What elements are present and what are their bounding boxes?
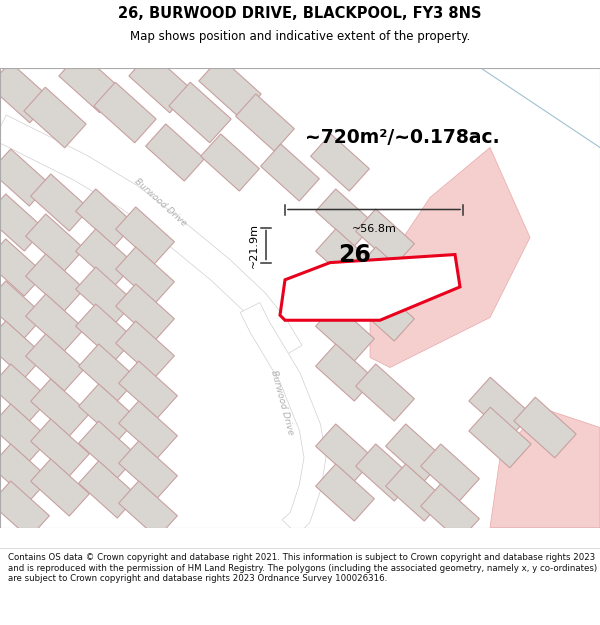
Polygon shape (370, 68, 600, 148)
Polygon shape (0, 444, 49, 501)
Polygon shape (199, 58, 261, 118)
Polygon shape (116, 284, 175, 341)
Polygon shape (26, 214, 85, 271)
Polygon shape (316, 304, 374, 361)
Polygon shape (0, 149, 49, 206)
Polygon shape (0, 62, 51, 122)
Polygon shape (316, 229, 374, 286)
Polygon shape (94, 82, 156, 142)
Polygon shape (0, 404, 49, 461)
Polygon shape (0, 281, 44, 338)
Polygon shape (26, 294, 85, 351)
Polygon shape (236, 94, 295, 151)
Polygon shape (116, 247, 175, 304)
Polygon shape (320, 68, 600, 228)
Polygon shape (421, 484, 479, 541)
Polygon shape (119, 441, 178, 498)
Polygon shape (356, 247, 415, 304)
Polygon shape (469, 408, 531, 468)
Polygon shape (31, 379, 89, 436)
Polygon shape (79, 421, 137, 478)
Polygon shape (316, 189, 374, 246)
Polygon shape (316, 344, 374, 401)
Polygon shape (169, 82, 231, 142)
Text: Contains OS data © Crown copyright and database right 2021. This information is : Contains OS data © Crown copyright and d… (8, 553, 597, 583)
Polygon shape (31, 419, 89, 476)
Polygon shape (0, 239, 44, 296)
Polygon shape (514, 398, 576, 458)
Polygon shape (26, 254, 85, 311)
Polygon shape (24, 88, 86, 148)
Polygon shape (0, 481, 49, 538)
Polygon shape (0, 115, 302, 360)
Polygon shape (119, 401, 178, 458)
Polygon shape (79, 344, 137, 401)
Polygon shape (316, 424, 374, 481)
Polygon shape (76, 189, 134, 246)
Polygon shape (200, 134, 259, 191)
Polygon shape (490, 408, 600, 528)
Polygon shape (260, 144, 319, 201)
Polygon shape (356, 444, 415, 501)
Polygon shape (386, 424, 445, 481)
Text: Map shows position and indicative extent of the property.: Map shows position and indicative extent… (130, 29, 470, 42)
Polygon shape (116, 321, 175, 378)
Polygon shape (386, 464, 445, 521)
Polygon shape (316, 264, 374, 321)
Text: Burwood Drive: Burwood Drive (132, 177, 188, 228)
Polygon shape (356, 284, 415, 341)
Text: 26, BURWOOD DRIVE, BLACKPOOL, FY3 8NS: 26, BURWOOD DRIVE, BLACKPOOL, FY3 8NS (118, 6, 482, 21)
Polygon shape (119, 481, 178, 538)
Polygon shape (311, 134, 370, 191)
Polygon shape (240, 302, 326, 535)
Polygon shape (129, 52, 191, 112)
Text: ~720m²/~0.178ac.: ~720m²/~0.178ac. (305, 128, 500, 147)
Polygon shape (370, 148, 530, 368)
Text: ~56.8m: ~56.8m (352, 224, 397, 234)
Polygon shape (59, 52, 121, 112)
Polygon shape (280, 68, 600, 228)
Polygon shape (421, 444, 479, 501)
Polygon shape (119, 361, 178, 418)
Polygon shape (116, 207, 175, 264)
Polygon shape (356, 364, 415, 421)
Polygon shape (0, 194, 44, 251)
Polygon shape (0, 364, 49, 421)
Polygon shape (76, 229, 134, 286)
Polygon shape (79, 461, 137, 518)
Polygon shape (31, 174, 89, 231)
Polygon shape (146, 124, 205, 181)
Text: Burwood Drive: Burwood Drive (269, 369, 295, 436)
Polygon shape (76, 304, 134, 361)
Polygon shape (76, 267, 134, 324)
Polygon shape (356, 209, 415, 266)
Polygon shape (26, 334, 85, 391)
Text: ~21.9m: ~21.9m (249, 222, 259, 268)
Text: 26: 26 (338, 244, 371, 268)
Polygon shape (316, 464, 374, 521)
Polygon shape (79, 384, 137, 441)
Polygon shape (31, 459, 89, 516)
Polygon shape (469, 378, 531, 438)
Polygon shape (0, 321, 44, 378)
Polygon shape (280, 254, 460, 320)
